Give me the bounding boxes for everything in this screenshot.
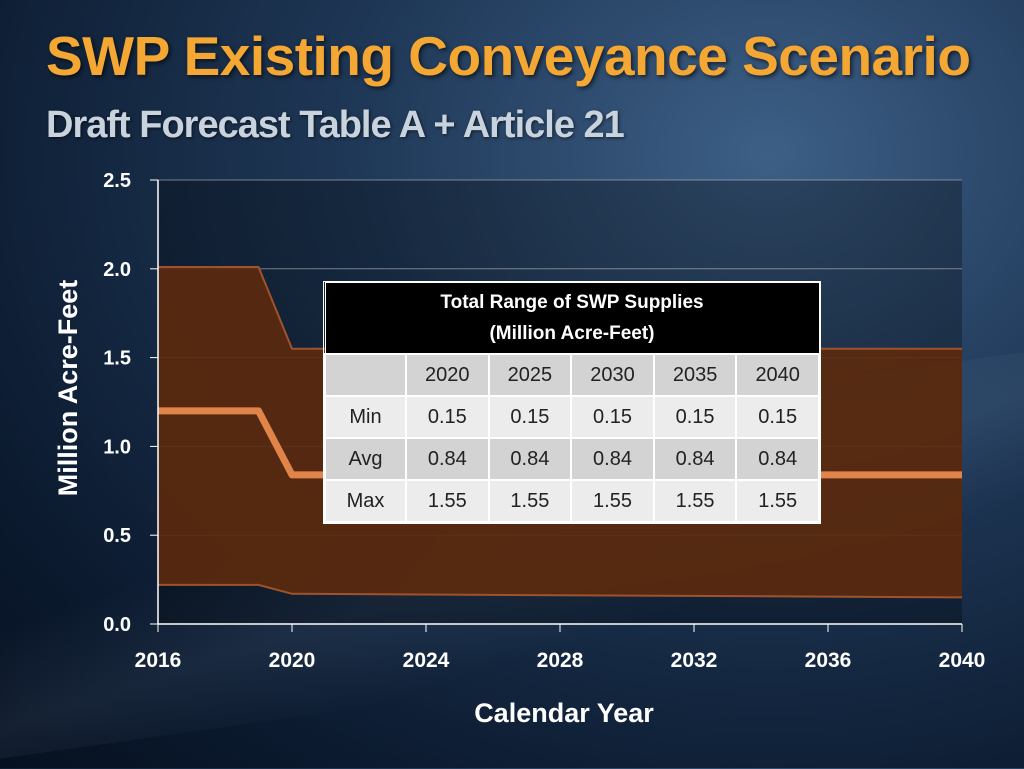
x-tick-label-2024: 2024 bbox=[403, 649, 450, 672]
x-tick-label-2020: 2020 bbox=[269, 649, 316, 672]
y-tick-label-4: 2.0 bbox=[103, 259, 131, 281]
year-2030: 2030 bbox=[570, 353, 655, 397]
year-2035: 2035 bbox=[652, 353, 738, 397]
table-header: Total Range of SWP Supplies (Million Acr… bbox=[324, 282, 820, 355]
series-min-edge bbox=[158, 583, 963, 599]
max-2040: 1.55 bbox=[735, 479, 820, 523]
min-2020: 0.15 bbox=[405, 395, 490, 439]
x-tick-label-2032: 2032 bbox=[671, 649, 718, 672]
table-units: (Million Acre-Feet) bbox=[489, 323, 655, 344]
max-2030: 1.55 bbox=[570, 479, 655, 523]
row-label-min: Min bbox=[324, 395, 407, 439]
max-2035: 1.55 bbox=[652, 479, 738, 523]
year-2040: 2040 bbox=[735, 353, 820, 397]
y-tick-label-3: 1.5 bbox=[103, 348, 131, 370]
min-2025: 0.15 bbox=[487, 395, 573, 439]
avg-2025: 0.84 bbox=[487, 437, 573, 481]
avg-2035: 0.84 bbox=[652, 437, 738, 481]
x-axis-title: Calendar Year bbox=[474, 698, 654, 728]
year-2020: 2020 bbox=[405, 353, 490, 397]
avg-2030: 0.84 bbox=[570, 437, 655, 481]
year-2025: 2025 bbox=[487, 353, 573, 397]
max-2025: 1.55 bbox=[487, 479, 573, 523]
min-2030: 0.15 bbox=[570, 395, 655, 439]
min-2035: 0.15 bbox=[652, 395, 738, 439]
x-tick-label-2040: 2040 bbox=[939, 649, 986, 672]
x-tick-label-2016: 2016 bbox=[135, 649, 182, 672]
min-2040: 0.15 bbox=[735, 395, 820, 439]
slide-subtitle: Draft Forecast Table A + Article 21 bbox=[46, 104, 625, 146]
table-row-avg: Avg 0.84 0.84 0.84 0.84 0.84 bbox=[324, 437, 820, 481]
y-axis-title: Million Acre-Feet bbox=[53, 280, 83, 497]
table-row-max: Max 1.55 1.55 1.55 1.55 1.55 bbox=[324, 479, 820, 523]
row-label-avg: Avg bbox=[324, 437, 407, 481]
y-tick-label-0: 0.0 bbox=[103, 614, 131, 636]
x-tick-label-2036: 2036 bbox=[805, 649, 852, 672]
row-label-max: Max bbox=[324, 479, 407, 523]
y-tick-label-5: 2.5 bbox=[103, 170, 131, 192]
table-corner-cell bbox=[324, 353, 407, 397]
slide-title: SWP Existing Conveyance Scenario bbox=[46, 25, 971, 87]
avg-2020: 0.84 bbox=[405, 437, 490, 481]
table-row-years: 2020 2025 2030 2035 2040 bbox=[324, 353, 820, 397]
avg-2040: 0.84 bbox=[735, 437, 820, 481]
y-tick-label-2: 1.0 bbox=[103, 436, 131, 458]
x-tick-label-2028: 2028 bbox=[537, 649, 584, 672]
supply-range-table: Total Range of SWP Supplies (Million Acr… bbox=[324, 282, 820, 523]
table-title: Total Range of SWP Supplies bbox=[440, 292, 704, 313]
max-2020: 1.55 bbox=[405, 479, 490, 523]
table-row-min: Min 0.15 0.15 0.15 0.15 0.15 bbox=[324, 395, 820, 439]
y-tick-label-1: 0.5 bbox=[103, 525, 131, 547]
